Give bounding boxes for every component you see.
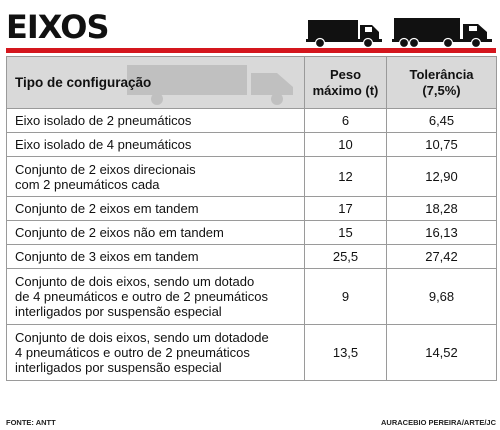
config-line: de 4 pneumáticos e outro de 2 pneumático… [15, 289, 268, 304]
cell-config: Conjunto de 2 eixos não em tandem [6, 220, 305, 245]
table-row: Conjunto de 3 eixos em tandem 25,5 27,42 [6, 244, 497, 269]
cell-tolerancia: 18,28 [386, 196, 497, 221]
cell-peso: 15 [304, 220, 387, 245]
cell-config: Conjunto de dois eixos, sendo um dotadod… [6, 324, 305, 381]
footer: FONTE: ANTT AURACEBIO PEREIRA/ARTE/JC [6, 418, 496, 428]
config-line: com 2 pneumáticos cada [15, 176, 160, 192]
axle-table: Tipo de configuração Peso máximo (t) Tol… [6, 56, 497, 381]
cell-peso: 12 [304, 156, 387, 197]
cell-peso: 9 [304, 268, 387, 325]
config-line: Conjunto de dois eixos, sendo um dotado [15, 274, 255, 289]
cell-config: Eixo isolado de 2 pneumáticos [6, 108, 305, 133]
table-row: Conjunto de dois eixos, sendo um dotadod… [6, 324, 497, 381]
header-tol-line2: (7,5%) [422, 82, 461, 98]
cell-tolerancia: 14,52 [386, 324, 497, 381]
header-tol-line1: Tolerância [409, 66, 474, 82]
source-note: FONTE: ANTT [6, 418, 56, 427]
config-line: Conjunto de 2 eixos não em tandem [15, 225, 224, 240]
config-line: Eixo isolado de 4 pneumáticos [15, 137, 192, 152]
cell-tolerancia: 9,68 [386, 268, 497, 325]
truck-watermark-icon [127, 65, 293, 105]
cell-peso: 13,5 [304, 324, 387, 381]
cell-peso: 6 [304, 108, 387, 133]
config-line: Eixo isolado de 2 pneumáticos [15, 113, 192, 128]
cell-tolerancia: 10,75 [386, 132, 497, 157]
cell-peso: 17 [304, 196, 387, 221]
config-line: Conjunto de 2 eixos em tandem [15, 201, 199, 216]
table-row: Eixo isolado de 2 pneumáticos 6 6,45 [6, 108, 497, 133]
config-line: Conjunto de 3 eixos em tandem [15, 249, 199, 264]
config-line: Conjunto de 2 eixos direcionais [15, 161, 196, 177]
cell-config: Eixo isolado de 4 pneumáticos [6, 132, 305, 157]
title-bar: EIXOS [6, 4, 496, 54]
cell-peso: 25,5 [304, 244, 387, 269]
credit-note: AURACEBIO PEREIRA/ARTE/JC [380, 418, 496, 427]
cell-tolerancia: 16,13 [386, 220, 497, 245]
table-header-row: Tipo de configuração Peso máximo (t) Tol… [6, 56, 497, 109]
table-row: Conjunto de 2 eixos em tandem 17 18,28 [6, 196, 497, 221]
title-rule [6, 48, 496, 53]
table-row: Conjunto de 2 eixos não em tandem 15 16,13 [6, 220, 497, 245]
config-line: Conjunto de dois eixos, sendo um dotadod… [15, 330, 269, 345]
header-peso-line2: máximo (t) [312, 82, 379, 98]
table-row: Eixo isolado de 4 pneumáticos 10 10,75 [6, 132, 497, 157]
cell-tolerancia: 6,45 [386, 108, 497, 133]
config-line: 4 pneumáticos e outro de 2 pneumáticos [15, 345, 250, 360]
config-line: interligados por suspensão especial [15, 304, 222, 319]
config-line: interligados por suspensão especial [15, 360, 222, 375]
header-tolerancia: Tolerância (7,5%) [386, 56, 497, 109]
semi-truck-icon [392, 18, 492, 48]
header-config: Tipo de configuração [6, 56, 305, 109]
cell-config: Conjunto de 2 eixos direcionais com 2 pne… [6, 156, 305, 197]
cell-config: Conjunto de 3 eixos em tandem [6, 244, 305, 269]
header-config-label: Tipo de configuração [15, 75, 152, 90]
truck-icon [306, 20, 382, 48]
header-peso-line1: Peso [329, 66, 362, 82]
table-row: Conjunto de 2 eixos direcionais com 2 pne… [6, 156, 497, 197]
cell-tolerancia: 12,90 [386, 156, 497, 197]
cell-tolerancia: 27,42 [386, 244, 497, 269]
page-title: EIXOS [6, 8, 110, 46]
cell-config: Conjunto de 2 eixos em tandem [6, 196, 305, 221]
header-peso: Peso máximo (t) [304, 56, 387, 109]
cell-peso: 10 [304, 132, 387, 157]
